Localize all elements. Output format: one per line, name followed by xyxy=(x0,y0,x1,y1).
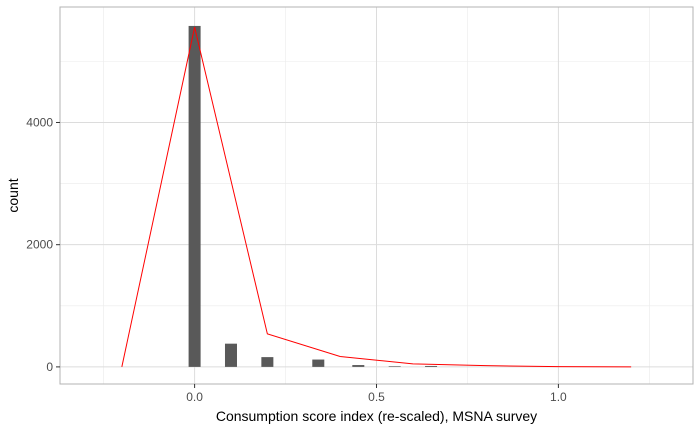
bar-1 xyxy=(224,343,237,367)
x-tick-label: 0.5 xyxy=(368,390,385,404)
bar-5 xyxy=(388,366,401,367)
axis-ticks: 0.0 0.5 1.0 0 2000 4000 xyxy=(26,115,567,404)
bar-4 xyxy=(352,365,365,367)
y-axis-title: count xyxy=(5,178,21,212)
y-tick-label: 2000 xyxy=(26,238,53,252)
x-tick-label: 0.0 xyxy=(186,390,203,404)
line-series-0 xyxy=(121,27,632,368)
bar-0 xyxy=(188,25,201,367)
y-tick-label: 0 xyxy=(46,360,53,374)
bar-2 xyxy=(261,357,274,367)
bar-3 xyxy=(312,359,325,367)
x-axis-title: Consumption score index (re-scaled), MSN… xyxy=(216,408,537,424)
bars xyxy=(188,25,438,367)
line-series xyxy=(121,27,632,368)
y-tick-label: 4000 xyxy=(26,115,53,129)
x-tick-label: 1.0 xyxy=(550,390,567,404)
bar-6 xyxy=(425,365,438,367)
grid xyxy=(60,7,693,384)
